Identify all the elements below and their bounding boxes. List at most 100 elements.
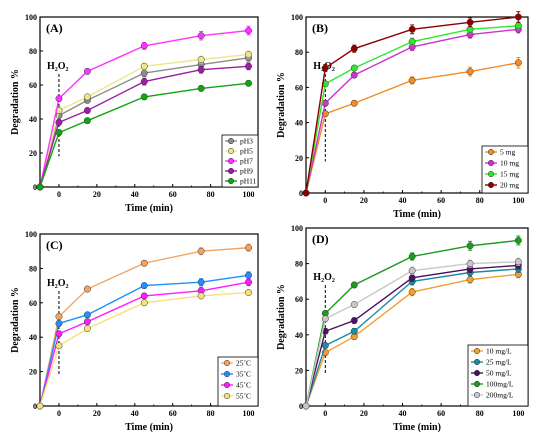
x-tick-label: 40 bbox=[399, 409, 407, 418]
legend-marker bbox=[473, 347, 481, 355]
x-tick-label: 40 bbox=[131, 409, 139, 418]
x-tick-label: 80 bbox=[476, 409, 484, 418]
legend-label: pH9 bbox=[240, 167, 253, 176]
plot-frame bbox=[305, 227, 529, 407]
series-line bbox=[39, 29, 249, 188]
y-tick-label: 40 bbox=[29, 333, 37, 342]
y-tick-label: 20 bbox=[295, 154, 303, 163]
x-tick-label: 100 bbox=[243, 190, 255, 199]
data-point bbox=[55, 118, 63, 126]
data-series bbox=[36, 62, 252, 191]
data-point bbox=[83, 67, 91, 75]
series-line bbox=[39, 247, 249, 407]
panel-label: (D) bbox=[312, 232, 329, 246]
data-point bbox=[408, 253, 416, 260]
y-tick-label: 20 bbox=[29, 149, 37, 158]
series-line bbox=[305, 28, 519, 194]
data-point bbox=[514, 237, 522, 244]
x-tick-label: 0 bbox=[323, 196, 327, 205]
data-point bbox=[514, 22, 522, 30]
series-line bbox=[305, 239, 519, 407]
x-tick-label: 0 bbox=[57, 409, 61, 418]
series-line bbox=[305, 62, 519, 194]
y-tick-label: 40 bbox=[295, 119, 303, 128]
legend-label: 10 mg/L bbox=[486, 347, 512, 356]
data-series bbox=[36, 53, 252, 191]
y-tick-label: 40 bbox=[29, 115, 37, 124]
x-tick-label: 100 bbox=[512, 196, 524, 205]
x-tick-label: 20 bbox=[360, 196, 368, 205]
y-axis-title: Degradation % bbox=[276, 72, 287, 138]
series-line bbox=[305, 273, 519, 407]
data-point bbox=[140, 93, 148, 101]
data-point bbox=[55, 129, 63, 137]
legend-label: pH3 bbox=[240, 137, 253, 146]
y-tick-label: 20 bbox=[295, 366, 303, 375]
data-point bbox=[83, 117, 91, 125]
data-point bbox=[466, 260, 474, 268]
legend-marker bbox=[487, 170, 495, 178]
legend-marker bbox=[227, 137, 235, 145]
data-point bbox=[514, 258, 522, 266]
data-point bbox=[245, 27, 252, 35]
series-line bbox=[39, 291, 249, 407]
series-line bbox=[305, 261, 519, 407]
x-tick-label: 0 bbox=[57, 190, 61, 199]
data-point bbox=[36, 402, 44, 410]
data-point bbox=[197, 84, 205, 92]
data-point bbox=[408, 274, 416, 282]
data-point bbox=[83, 285, 91, 293]
data-point bbox=[466, 276, 474, 284]
panel-label: (B) bbox=[312, 21, 328, 35]
data-point bbox=[197, 66, 205, 74]
x-tick-label: 60 bbox=[437, 409, 445, 418]
x-tick-label: 20 bbox=[93, 190, 101, 199]
chart-panel: 0 20 40 60 80 100 0 20 40 60 80 100 Time (min) Degrad… bbox=[276, 224, 529, 433]
legend-marker bbox=[227, 147, 235, 155]
y-tick-label: 100 bbox=[291, 13, 303, 22]
legend: 5 mg 10 mg 15 mg 20 mg bbox=[481, 145, 529, 194]
legend-marker bbox=[223, 392, 231, 400]
data-point bbox=[466, 18, 474, 26]
data-point bbox=[408, 38, 416, 46]
legend-marker bbox=[473, 391, 481, 399]
legend-label: pH5 bbox=[240, 147, 253, 156]
data-point bbox=[245, 50, 252, 58]
data-point bbox=[140, 282, 148, 290]
data-point bbox=[350, 45, 358, 53]
data-point bbox=[55, 95, 63, 103]
data-point bbox=[514, 13, 522, 21]
data-point bbox=[245, 278, 252, 286]
legend-label: pH11 bbox=[240, 177, 257, 186]
legend-marker bbox=[487, 148, 495, 156]
data-point bbox=[83, 93, 91, 101]
data-point bbox=[55, 313, 63, 321]
y-tick-label: 80 bbox=[29, 47, 37, 56]
data-point bbox=[245, 79, 252, 87]
data-point bbox=[197, 32, 205, 40]
y-tick-label: 80 bbox=[295, 260, 303, 269]
legend-label: 50 mg/L bbox=[486, 369, 512, 378]
y-tick-label: 40 bbox=[295, 331, 303, 340]
legend-label: 5 mg bbox=[500, 148, 515, 157]
legend-marker bbox=[473, 369, 481, 377]
data-point bbox=[321, 315, 329, 323]
data-point bbox=[350, 317, 358, 325]
data-point bbox=[55, 319, 63, 327]
data-series bbox=[36, 289, 252, 410]
data-point bbox=[197, 56, 205, 63]
legend-label: 10 mg bbox=[500, 159, 519, 168]
panel-label: (A) bbox=[46, 21, 63, 35]
legend-marker bbox=[487, 181, 495, 189]
data-series bbox=[302, 257, 522, 410]
data-point bbox=[466, 68, 474, 76]
plot-frame bbox=[39, 233, 259, 407]
x-tick-label: 60 bbox=[169, 409, 177, 418]
data-point bbox=[245, 289, 252, 296]
data-point bbox=[321, 64, 329, 72]
h2o2-annotation: H₂O₂ bbox=[313, 272, 335, 283]
x-tick-label: 60 bbox=[437, 196, 445, 205]
data-point bbox=[408, 25, 416, 33]
x-axis-title: Time (min) bbox=[393, 209, 441, 220]
